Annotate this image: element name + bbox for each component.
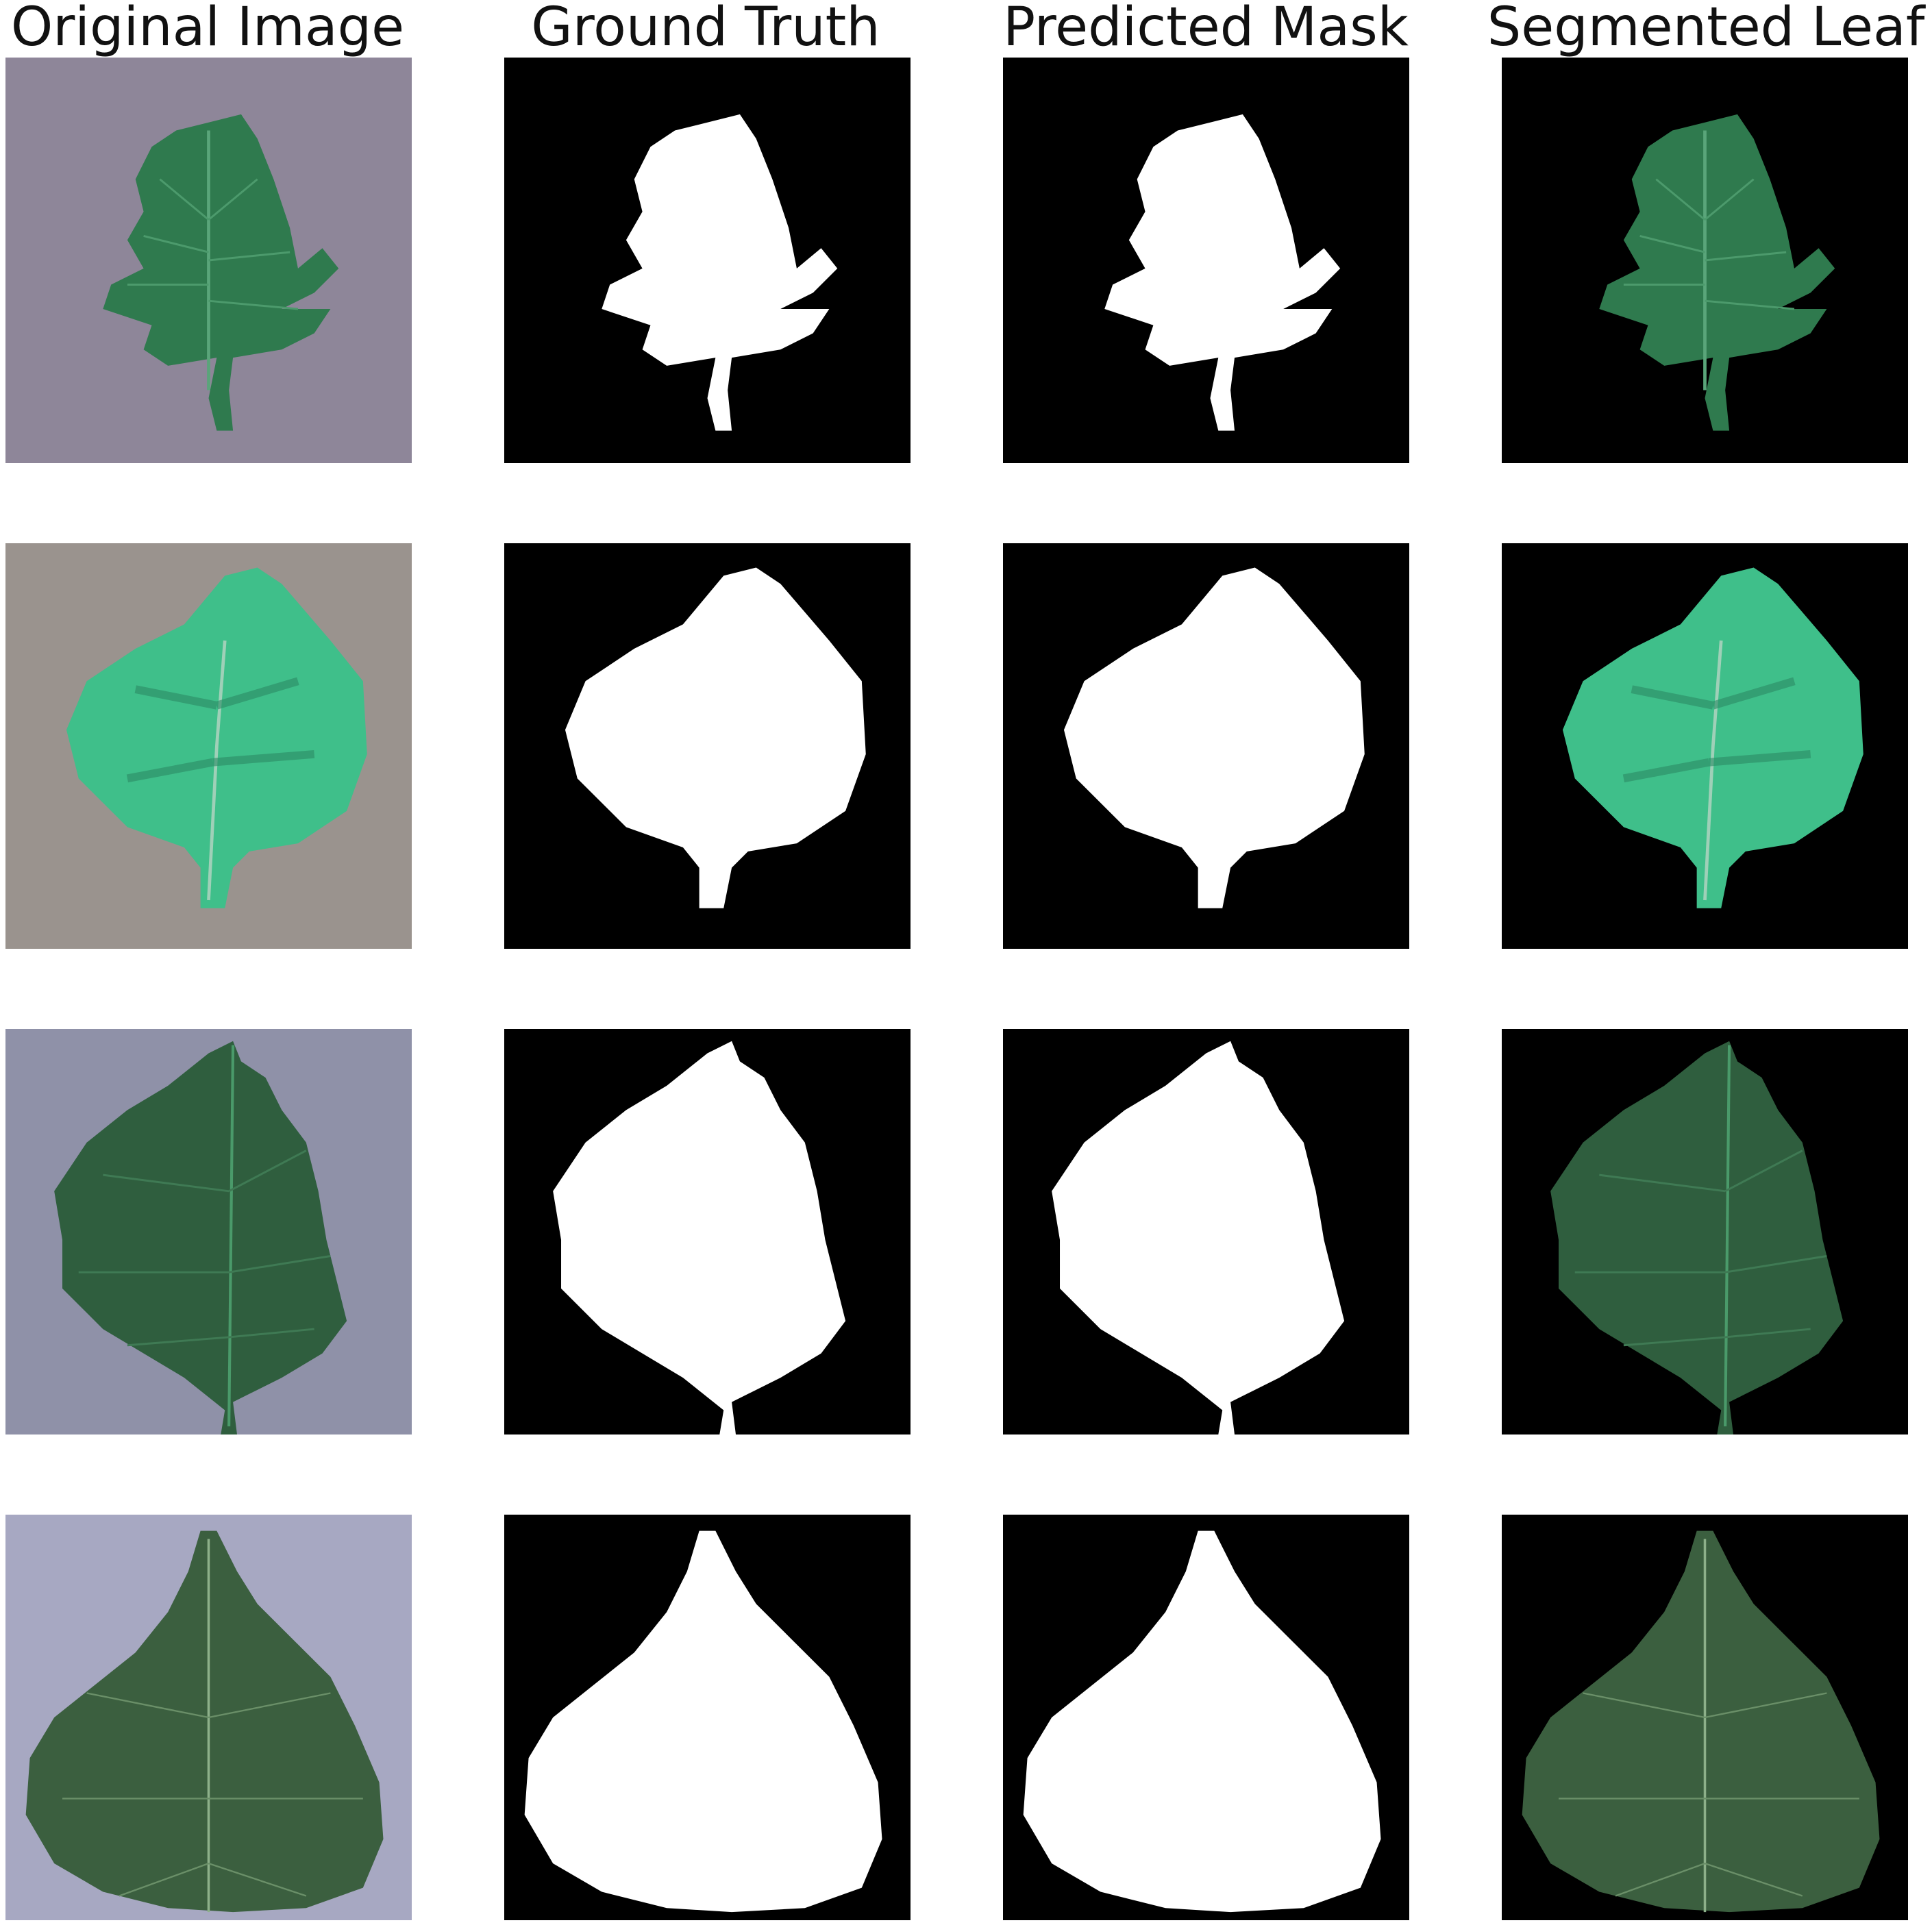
title-predicted-mask: Predicted Mask bbox=[1003, 0, 1409, 58]
predicted-mask-row-1 bbox=[1003, 58, 1409, 463]
ground-truth-mask-row-3 bbox=[504, 1029, 911, 1435]
segmented-leaf-row-3 bbox=[1502, 1029, 1908, 1435]
segmented-leaf-row-1 bbox=[1502, 58, 1908, 463]
segmented-leaf-row-2 bbox=[1502, 543, 1908, 949]
original-image-row-4 bbox=[5, 1515, 412, 1920]
ground-truth-mask-row-1 bbox=[504, 58, 911, 463]
title-ground-truth: Ground Truth bbox=[531, 0, 880, 58]
ground-truth-mask-row-2 bbox=[504, 543, 911, 949]
title-segmented-leaf: Segmented Leaf bbox=[1487, 0, 1925, 58]
segmented-leaf-row-4 bbox=[1502, 1515, 1908, 1920]
original-image-row-2 bbox=[5, 543, 412, 949]
ground-truth-mask-row-4 bbox=[504, 1515, 911, 1920]
predicted-mask-row-3 bbox=[1003, 1029, 1409, 1435]
title-original-image: Original Image bbox=[10, 0, 405, 58]
original-image-row-1 bbox=[5, 58, 412, 463]
original-image-row-3 bbox=[5, 1029, 412, 1435]
predicted-mask-row-2 bbox=[1003, 543, 1409, 949]
predicted-mask-row-4 bbox=[1003, 1515, 1409, 1920]
